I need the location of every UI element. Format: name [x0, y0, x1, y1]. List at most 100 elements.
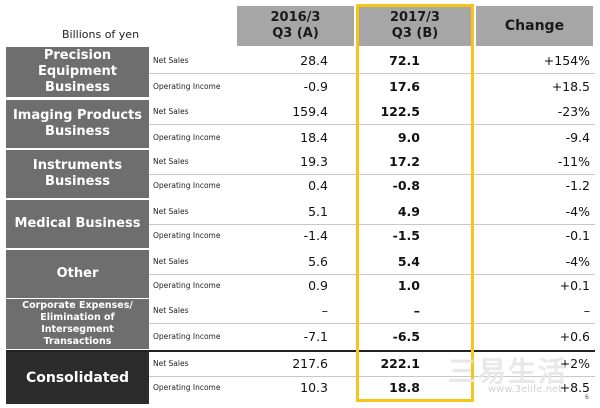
- table-row: Operating Income 10.3 18.8 +8.5: [149, 376, 595, 400]
- value-2017-q3: 4.9: [397, 204, 420, 219]
- value-2016-q3: 19.3: [300, 154, 328, 169]
- value-2016-q3: 28.4: [300, 53, 328, 68]
- segment-label: Consolidated: [6, 352, 149, 404]
- value-2017-q3: –: [413, 303, 420, 318]
- metric-label: Net Sales: [153, 157, 189, 166]
- segment-label-line: Consolidated: [25, 370, 130, 386]
- column-header-year: 2016/3: [270, 10, 321, 25]
- table-row: Net Sales – – –: [149, 299, 595, 324]
- segment-label: Instruments Business: [6, 150, 149, 198]
- column-header-2016-q3: 2016/3 Q3 (A): [237, 6, 354, 46]
- metric-label: Operating Income: [153, 82, 221, 91]
- segment-label-line: Other: [56, 266, 99, 281]
- value-2017-q3: 17.2: [389, 154, 420, 169]
- metric-label: Operating Income: [153, 332, 221, 341]
- value-change: +18.5: [551, 79, 590, 94]
- column-header-period: Q3 (B): [391, 26, 439, 41]
- watermark-url: www.3elife.net: [488, 384, 563, 395]
- value-change: -4%: [565, 254, 590, 269]
- metric-label: Net Sales: [153, 257, 189, 266]
- segment-label-line: Imaging Products: [12, 108, 143, 123]
- metric-label: Operating Income: [153, 181, 221, 190]
- metric-label: Net Sales: [153, 56, 189, 65]
- table-row: Net Sales 159.4 122.5 -23%: [149, 100, 595, 125]
- value-change: -23%: [557, 104, 590, 119]
- table-row: Operating Income -7.1 -6.5 +0.6: [149, 325, 595, 349]
- segment-label-line: Business: [45, 124, 110, 139]
- value-2017-q3: 122.5: [380, 104, 420, 119]
- value-change: –: [583, 303, 590, 318]
- table-row: Operating Income 0.4 -0.8 -1.2: [149, 174, 595, 198]
- table-row: Operating Income 0.9 1.0 +0.1: [149, 274, 595, 298]
- value-2017-q3: -6.5: [392, 329, 420, 344]
- value-2016-q3: 5.6: [308, 254, 328, 269]
- value-2016-q3: 10.3: [300, 380, 328, 395]
- column-header-period: Q3 (A): [272, 26, 319, 41]
- value-2016-q3: -7.1: [303, 329, 328, 344]
- column-header-change-label: Change: [504, 18, 565, 34]
- value-change: +2%: [559, 356, 590, 371]
- value-change: -11%: [557, 154, 590, 169]
- value-2017-q3: -0.8: [392, 178, 420, 193]
- page-number: 6: [585, 394, 589, 401]
- value-2016-q3: 0.9: [308, 278, 328, 293]
- value-change: +0.1: [559, 278, 590, 293]
- value-change: +0.6: [559, 329, 590, 344]
- value-2016-q3: -0.9: [303, 79, 328, 94]
- value-2016-q3: –: [321, 303, 328, 318]
- table-row: Operating Income -0.9 17.6 +18.5: [149, 75, 595, 99]
- value-2016-q3: 217.6: [292, 356, 328, 371]
- segment-label: Corporate Expenses/Elimination of Interse…: [6, 299, 149, 349]
- column-header-year: 2017/3: [390, 10, 440, 25]
- value-2016-q3: 18.4: [300, 130, 328, 145]
- table-row: Operating Income 18.4 9.0 -9.4: [149, 126, 595, 150]
- column-header-2017-q3: 2017/3 Q3 (B): [356, 6, 474, 46]
- metric-label: Net Sales: [153, 306, 189, 315]
- unit-label: Billions of yen: [62, 28, 140, 41]
- value-change: +8.5: [559, 380, 590, 395]
- segment-label-line: Business: [45, 174, 110, 189]
- segment-label: Imaging Products Business: [6, 100, 149, 148]
- column-header-change: Change: [476, 6, 593, 46]
- value-change: -1.2: [565, 178, 590, 193]
- value-2017-q3: 72.1: [389, 53, 420, 68]
- table-row: Net Sales 28.4 72.1 +154%: [149, 49, 595, 74]
- watermark-logo: 三易生活 www.3elife.net: [448, 350, 596, 402]
- metric-label: Net Sales: [153, 359, 189, 368]
- segment-label-line: Corporate Expenses/: [22, 300, 133, 311]
- value-change: -0.1: [565, 228, 590, 243]
- value-2017-q3: -1.5: [392, 228, 420, 243]
- segment-label-line: Instruments: [32, 158, 123, 173]
- value-change: -9.4: [565, 130, 590, 145]
- watermark-chars: 三易生活: [448, 355, 569, 388]
- value-2017-q3: 222.1: [380, 356, 420, 371]
- segment-label: Other: [6, 250, 149, 298]
- value-2017-q3: 9.0: [397, 130, 420, 145]
- table-row: Net Sales 5.6 5.4 -4%: [149, 250, 595, 275]
- segment-label-line: Equipment: [37, 64, 118, 79]
- table-row: Net Sales 5.1 4.9 -4%: [149, 200, 595, 225]
- segment-label-line: Medical Business: [14, 216, 141, 231]
- table-row: Net Sales 217.6 222.1 +2%: [149, 352, 595, 377]
- value-2017-q3: 5.4: [397, 254, 420, 269]
- metric-label: Operating Income: [153, 133, 221, 142]
- value-2016-q3: 0.4: [308, 178, 328, 193]
- segment-label: Medical Business: [6, 200, 149, 248]
- table-row: Net Sales 19.3 17.2 -11%: [149, 150, 595, 175]
- segment-label: Precision Equipment Business: [6, 47, 149, 97]
- segment-label-line: Intersegment: [41, 324, 114, 335]
- metric-label: Net Sales: [153, 107, 189, 116]
- table-row: Operating Income -1.4 -1.5 -0.1: [149, 224, 595, 248]
- value-2017-q3: 1.0: [397, 278, 420, 293]
- consolidated-divider: [6, 350, 595, 352]
- value-2016-q3: 159.4: [292, 104, 328, 119]
- metric-label: Net Sales: [153, 207, 189, 216]
- value-2016-q3: 5.1: [308, 204, 328, 219]
- metric-label: Operating Income: [153, 281, 221, 290]
- value-change: +154%: [543, 53, 590, 68]
- value-2017-q3: 18.8: [389, 380, 420, 395]
- segment-label-line: Business: [45, 80, 110, 95]
- segment-label-line: Transactions: [43, 336, 112, 347]
- value-2017-q3: 17.6: [389, 79, 420, 94]
- value-change: -4%: [565, 204, 590, 219]
